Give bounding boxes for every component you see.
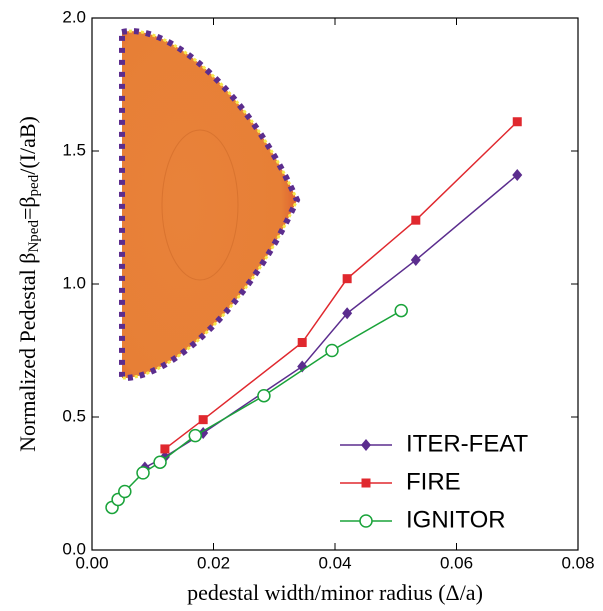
x-tick-label: 0.06	[440, 553, 473, 572]
legend-marker	[359, 514, 373, 528]
x-tick-label: 0.02	[197, 553, 230, 572]
marker	[512, 117, 522, 127]
marker	[512, 168, 523, 181]
series-line	[164, 121, 518, 450]
marker	[160, 444, 170, 454]
marker	[153, 455, 167, 469]
marker	[257, 388, 271, 403]
marker	[394, 303, 408, 318]
marker	[325, 343, 339, 358]
marker	[118, 484, 132, 499]
y-tick-label: 2.0	[62, 7, 86, 26]
marker	[198, 415, 208, 425]
marker	[410, 254, 421, 267]
x-axis-label: pedestal width/minor radius (Δ/a)	[187, 580, 483, 605]
x-tick-label: 0.08	[561, 553, 594, 572]
x-tick-label: 0.04	[318, 553, 351, 572]
marker	[342, 274, 352, 284]
marker	[297, 338, 307, 348]
legend-marker	[361, 478, 371, 488]
x-tick-label: 0.00	[75, 553, 108, 572]
legend-label: ITER-FEAT	[406, 430, 529, 457]
marker	[342, 307, 353, 320]
legend-label: FIRE	[406, 468, 461, 495]
marker	[411, 215, 421, 225]
marker	[136, 466, 150, 480]
plasma-inset	[119, 28, 301, 382]
y-tick-label: 1.5	[62, 140, 86, 159]
y-tick-label: 1.0	[62, 273, 86, 292]
legend-marker	[361, 439, 371, 451]
marker	[188, 428, 203, 443]
y-tick-label: 0.0	[62, 539, 86, 558]
legend-label: IGNITOR	[406, 506, 506, 533]
y-axis-label: Normalized Pedestal βNped=βped/(I/aB)	[15, 116, 42, 452]
y-tick-label: 0.5	[62, 406, 86, 425]
